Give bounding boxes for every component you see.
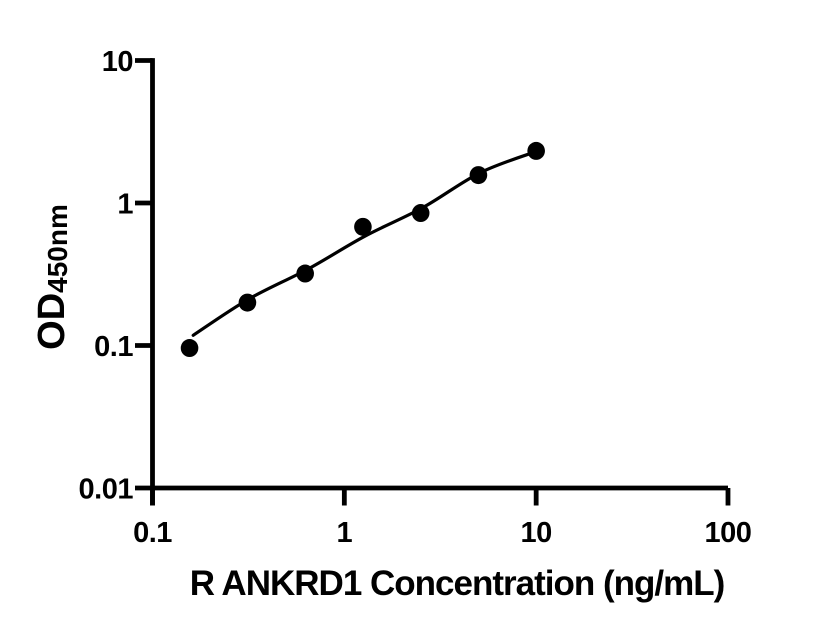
data-point-marker	[238, 293, 257, 312]
y-tick-label: 0.1	[94, 331, 133, 363]
data-point-marker	[354, 217, 372, 236]
axes: 0.01 0.1 1 10 0.1 1 10 100	[79, 46, 752, 549]
data-point-marker	[411, 204, 430, 223]
y-axis-title: OD450nm	[31, 204, 73, 350]
x-axis-title: R ANKRD1 Concentration (ng/mL)	[190, 564, 725, 603]
y-tick-label: 10	[102, 46, 133, 78]
x-tick-label: 10	[521, 517, 552, 549]
data-point-marker	[296, 264, 314, 283]
y-axis-title-main: OD	[31, 293, 73, 350]
y-tick-label: 1	[117, 189, 133, 221]
x-tick-label: 100	[705, 517, 752, 549]
x-tick-label: 0.1	[133, 517, 172, 549]
data-points	[180, 141, 545, 358]
data-point-marker	[469, 166, 488, 185]
x-tick-label: 1	[337, 517, 353, 549]
y-axis-title-subscript: 450nm	[42, 204, 73, 293]
data-point-marker	[180, 339, 199, 358]
data-point-marker	[527, 141, 545, 160]
y-tick-label: 0.01	[79, 474, 134, 506]
